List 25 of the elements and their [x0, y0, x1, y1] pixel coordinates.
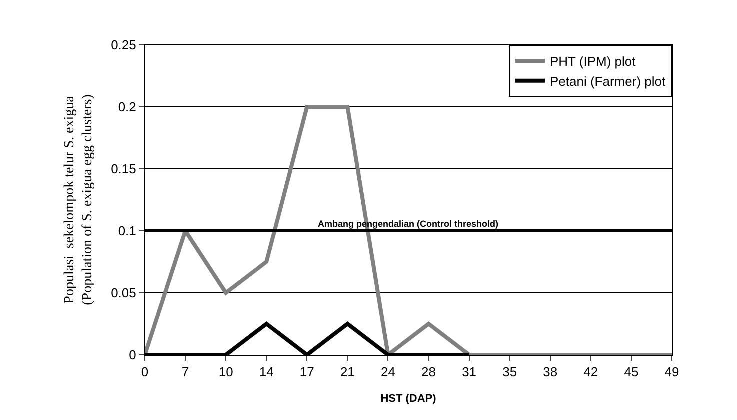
x-tick-label: 24	[380, 364, 396, 380]
y-tick-label: 0	[129, 348, 136, 363]
x-tick-label: 10	[218, 364, 234, 380]
ref-line-label: Ambang pengendalian (Control threshold)	[318, 219, 498, 229]
x-tick-label: 0	[141, 364, 149, 380]
y-tick-label: 0.05	[111, 286, 136, 301]
x-tick-label: 21	[340, 364, 355, 380]
y-tick-label: 0.2	[118, 100, 136, 115]
x-tick-label: 35	[502, 364, 518, 380]
x-axis-title: HST (DAP)	[380, 392, 437, 405]
x-tick-label: 7	[182, 364, 190, 380]
x-tick-label: 45	[624, 364, 639, 380]
legend-label: Petani (Farmer) plot	[550, 74, 666, 89]
x-tick-label: 14	[259, 364, 274, 380]
x-tick-label: 31	[462, 364, 477, 380]
x-tick-label: 17	[300, 364, 314, 380]
x-tick-label: 38	[543, 364, 558, 380]
legend-label: PHT (IPM) plot	[550, 54, 636, 70]
x-tick-label: 49	[664, 364, 680, 380]
y-tick-label: 0.15	[111, 162, 136, 177]
y-tick-label: 0.25	[111, 38, 136, 53]
x-tick-label: 42	[584, 364, 598, 380]
y-axis-title: Populasi sekelompok telur S. exigua (Population of S. exigua egg clusters)	[62, 94, 96, 306]
x-tick-label: 28	[422, 364, 436, 380]
y-tick-label: 0.1	[118, 224, 136, 239]
